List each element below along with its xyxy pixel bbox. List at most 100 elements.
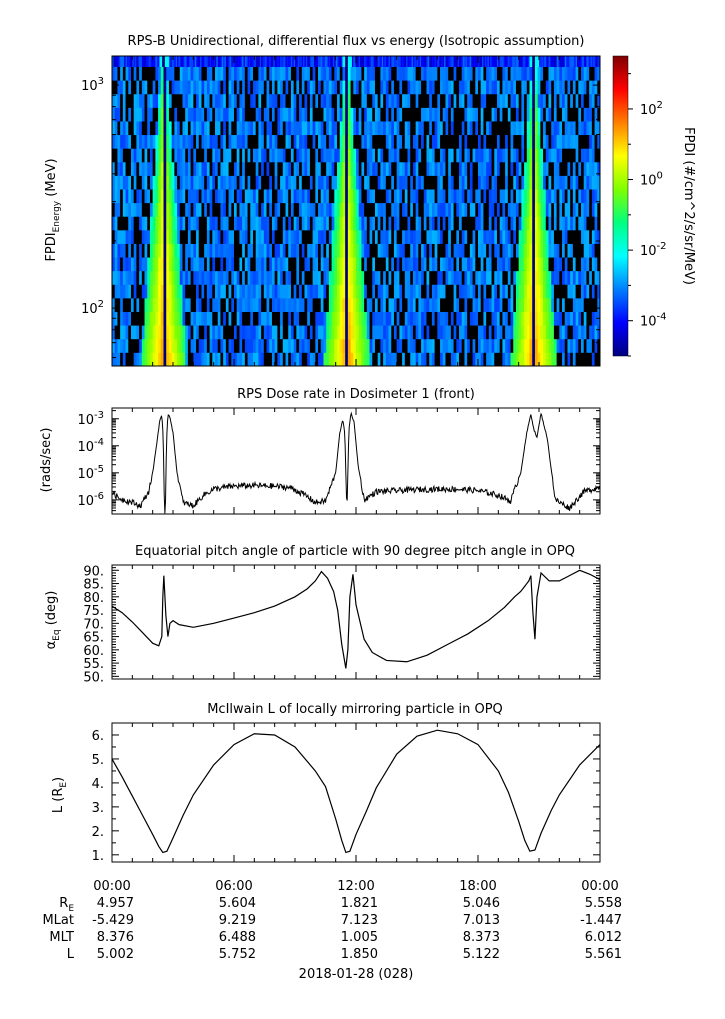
heatmap-cell <box>206 202 210 217</box>
ephemeris-value: 8.373 <box>463 930 500 945</box>
heatmap-cell <box>502 121 506 136</box>
heatmap-cell <box>369 325 373 340</box>
heatmap-cell <box>583 175 587 190</box>
heatmap-cell <box>258 311 262 326</box>
heatmap-cell <box>586 107 590 122</box>
heatmap-cell <box>210 56 213 68</box>
heatmap-cell <box>198 107 202 122</box>
heatmap-cell <box>499 134 503 149</box>
heatmap-cell <box>511 56 514 68</box>
heatmap-cell <box>540 175 544 190</box>
heatmap-cell <box>177 297 181 312</box>
heatmap-cell <box>158 338 162 353</box>
heatmap-cell <box>393 311 398 326</box>
heatmap-cell <box>486 284 490 299</box>
heatmap-cell <box>389 56 392 68</box>
heatmap-cell <box>594 161 598 176</box>
heatmap-cell <box>539 56 541 68</box>
heatmap-cell <box>112 257 116 272</box>
heatmap-cell <box>201 66 205 81</box>
heatmap-cell <box>591 189 595 204</box>
heatmap-cell <box>345 148 349 163</box>
heatmap-cell <box>252 80 257 95</box>
heatmap-cell <box>223 284 227 299</box>
heatmap-cell <box>238 56 240 68</box>
heatmap-cell <box>337 352 341 366</box>
heatmap-cell <box>261 229 265 244</box>
heatmap-cell <box>318 93 322 108</box>
heatmap-cell <box>383 80 387 95</box>
mcilwain-frame <box>111 722 601 863</box>
heatmap-cell <box>364 80 368 95</box>
heatmap-cell <box>496 148 501 163</box>
heatmap-cell <box>201 80 205 95</box>
heatmap-cell <box>423 80 427 95</box>
heatmap-cell <box>475 107 479 122</box>
heatmap-cell <box>450 107 454 122</box>
y-tick-label: 65. <box>83 631 104 646</box>
heatmap-cell <box>570 229 574 244</box>
heatmap-cell <box>421 311 425 326</box>
heatmap-cell <box>410 93 414 108</box>
heatmap-cell <box>130 216 135 231</box>
heatmap-cell <box>507 80 511 95</box>
heatmap-cell <box>460 56 463 68</box>
heatmap-cell <box>412 216 417 231</box>
heatmap-cell <box>553 229 558 244</box>
heatmap-cell <box>117 121 121 136</box>
heatmap-cell <box>117 134 121 149</box>
heatmap-cell <box>499 270 503 285</box>
heatmap-cell <box>491 148 495 163</box>
heatmap-cell <box>488 216 492 231</box>
heatmap-cell <box>581 229 585 244</box>
heatmap-cell <box>464 257 468 272</box>
heatmap-cell <box>421 66 425 81</box>
heatmap-cell <box>578 257 582 272</box>
heatmap-cell <box>198 270 202 285</box>
heatmap-cell <box>282 311 286 326</box>
heatmap-cell <box>491 297 495 312</box>
heatmap-cell <box>258 352 262 366</box>
heatmap-cell <box>277 352 281 366</box>
heatmap-cell <box>128 297 132 312</box>
heatmap-cell <box>426 325 430 340</box>
heatmap-cell <box>326 175 330 190</box>
heatmap-cell <box>548 56 551 68</box>
heatmap-cell <box>263 270 267 285</box>
heatmap-cell <box>586 189 590 204</box>
heatmap-cell <box>187 148 192 163</box>
heatmap-cell <box>274 202 278 217</box>
heatmap-cell <box>242 270 246 285</box>
heatmap-cell <box>220 243 224 258</box>
heatmap-cell <box>152 189 156 204</box>
heatmap-cell <box>562 311 566 326</box>
heatmap-cell <box>120 352 124 366</box>
heatmap-cell <box>459 175 463 190</box>
heatmap-cell <box>478 134 482 149</box>
heatmap-cell <box>431 93 436 108</box>
heatmap-cell <box>128 202 132 217</box>
heatmap-cell <box>356 134 360 149</box>
heatmap-cell <box>537 311 541 326</box>
heatmap-cell <box>445 243 449 258</box>
heatmap-cell <box>326 80 330 95</box>
heatmap-cell <box>152 257 156 272</box>
heatmap-cell <box>201 93 205 108</box>
heatmap-cell <box>464 270 468 285</box>
heatmap-cell <box>318 352 322 366</box>
heatmap-cell <box>130 297 135 312</box>
heatmap-cell <box>190 66 194 81</box>
heatmap-cell <box>345 352 349 366</box>
heatmap-cell <box>564 134 568 149</box>
heatmap-cell <box>318 338 322 353</box>
heatmap-cell <box>356 325 360 340</box>
heatmap-cell <box>319 56 322 68</box>
heatmap-cell <box>285 175 289 190</box>
heatmap-cell <box>434 93 438 108</box>
heatmap-cell <box>247 243 251 258</box>
heatmap-cell <box>564 202 568 217</box>
heatmap-cell <box>326 216 330 231</box>
heatmap-cell <box>442 311 446 326</box>
heatmap-cell <box>342 338 346 353</box>
heatmap-cell <box>472 175 476 190</box>
